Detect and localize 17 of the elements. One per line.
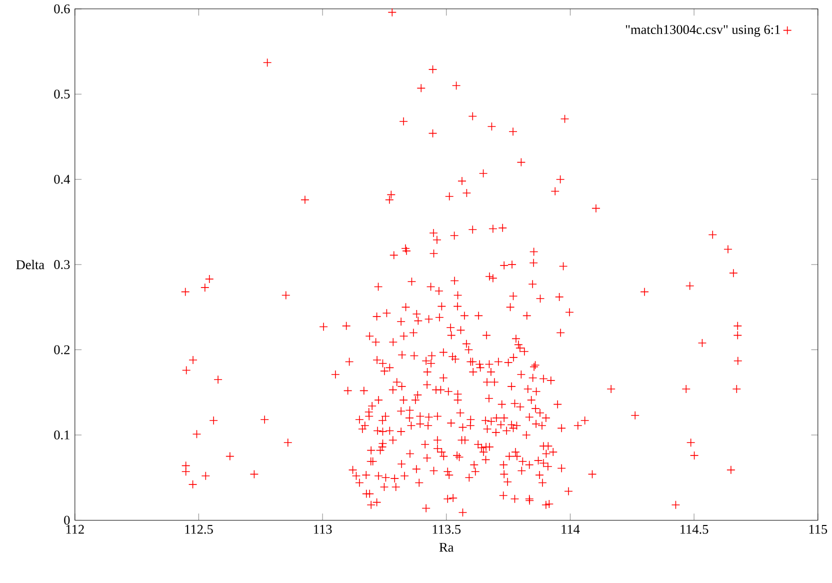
y-tick-label: 0.6 (54, 4, 70, 14)
y-tick-label: 0.5 (54, 90, 70, 99)
y-tick-label: 0 (64, 516, 70, 525)
x-tick-label: 112 (66, 524, 84, 534)
x-axis-title: Ra (439, 542, 454, 552)
y-tick-label: 0.3 (54, 260, 70, 270)
x-tick-label: 115 (809, 524, 828, 534)
y-tick-label: 0.2 (54, 345, 70, 354)
x-tick-label: 114.5 (680, 524, 708, 534)
x-tick-label: 113.5 (432, 524, 461, 534)
y-tick-label: 0.4 (54, 174, 70, 184)
y-axis-title: Delta (16, 260, 44, 270)
y-tick-label: 0.1 (54, 430, 70, 440)
x-tick-label: 112.5 (185, 524, 213, 534)
legend-label: "match13004c.csv" using 6:1 (626, 24, 780, 37)
x-tick-label: 114 (562, 524, 580, 534)
x-tick-label: 113 (314, 524, 332, 534)
